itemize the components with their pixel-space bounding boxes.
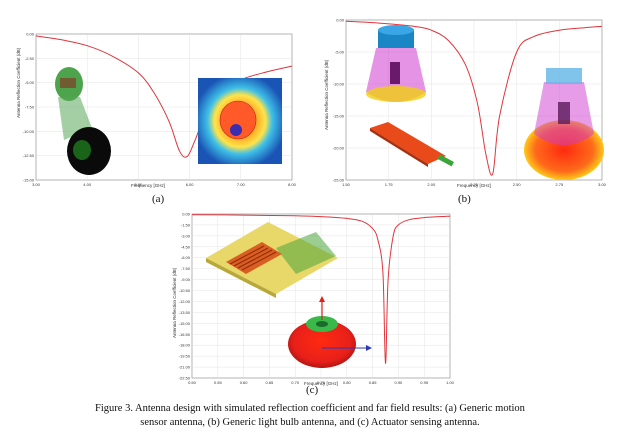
far-field-inset-a [198,78,282,164]
x-tick-label: 0.70 [291,380,300,385]
panel-label-a: (a) [152,193,165,205]
y-tick-label: -3.00 [181,233,191,238]
chart-panel-b: 0.00 -5.00 -10.00 -15.00 -20.00 -25.00 1.50 1.… [318,10,608,189]
x-tick-label: 2.00 [427,182,436,187]
y-tick-label: -19.50 [179,354,191,359]
x-axis-label: Frequency [GHz] [131,183,165,188]
y-tick-label: -4.50 [181,244,191,249]
y-tick-label: -1.50 [181,222,191,227]
x-tick-label: 0.95 [420,380,429,385]
x-tick-label: 0.50 [188,380,197,385]
reflection-curve-c [191,214,451,364]
x-tick-label: 1.50 [342,182,351,187]
y-tick-label: -10.50 [179,288,191,293]
y-tick-label: -9.00 [181,277,191,282]
y-axis-label: Antenna Reflection Coefficient (dB) [16,47,21,118]
chart-panel-a: 0.00 -2.50 -5.00 -7.50 -10.00 -12.50 -15.00 3.… [14,22,298,189]
chart-c-svg: 0.00 -1.50 -3.00 -4.50 -6.00 -7.50 -9.00 -10.50… [172,212,455,387]
y-tick-label: -20.00 [333,146,345,151]
y-tick-label: -25.00 [333,178,345,183]
x-tick-label: 2.75 [555,182,564,187]
pcb-inset [370,122,455,167]
x-tick-label: 4.00 [83,182,92,187]
chart-b-svg: 0.00 -5.00 -10.00 -15.00 -20.00 -25.00 1.50 1.… [324,18,607,189]
chart-panel-c: 0.00 -1.50 -3.00 -4.50 -6.00 -7.50 -9.00 -10.50… [166,208,464,387]
y-tick-label: -16.50 [179,332,191,337]
panel-label-c: (c) [306,384,319,396]
x-tick-label: 0.80 [343,380,352,385]
y-tick-label: -12.00 [179,299,191,304]
y-axis-label: Antenna Reflection Coefficient (dB) [172,267,177,338]
y-tick-label: -5.00 [25,80,35,85]
y-tick-label: -15.00 [23,178,35,183]
y-tick-label: -18.00 [179,343,191,348]
panel-label-b: (b) [458,193,471,205]
far-field-inset-b [524,68,604,180]
x-tick-label: 2.50 [513,182,522,187]
x-tick-label: 0.65 [266,380,275,385]
y-tick-label: -2.50 [25,56,35,61]
y-tick-label: -6.00 [181,255,191,260]
y-tick-label: -22.50 [179,376,191,381]
y-tick-label: -15.00 [333,114,345,119]
x-tick-label: 0.75 [317,380,326,385]
light-bulb-inset [366,25,426,102]
x-tick-label: 7.00 [237,182,246,187]
y-tick-label: 0.00 [182,212,191,217]
y-tick-label: -10.00 [333,82,345,87]
x-tick-label: 1.75 [385,182,394,187]
y-tick-label: 0.00 [26,32,35,37]
x-tick-label: 0.85 [369,380,378,385]
y-tick-label: -13.50 [179,310,191,315]
y-tick-label: -15.00 [179,321,191,326]
actuator-pcb-inset [206,222,338,298]
x-tick-label: 0.60 [240,380,249,385]
y-tick-label: 0.00 [336,18,345,23]
x-axis-label: Frequency [GHz] [304,381,338,386]
motion-sensor-inset [55,67,111,175]
y-tick-label: -5.00 [335,50,345,55]
x-axis-label: Frequency [GHz] [457,183,491,188]
far-field-inset-c [288,296,372,368]
y-tick-label: -7.50 [181,266,191,271]
x-tick-label: 3.00 [598,182,607,187]
y-tick-label: -12.50 [23,153,35,158]
y-tick-label: -21.00 [179,365,191,370]
reflection-curve-b [345,20,603,176]
x-tick-label: 2.25 [470,182,479,187]
chart-a-svg: 0.00 -2.50 -5.00 -7.50 -10.00 -12.50 -15.00 3.… [16,32,297,189]
x-tick-label: 3.00 [32,182,41,187]
x-tick-label: 0.90 [395,380,404,385]
y-axis-label: Antenna Reflection Coefficient (dB) [324,59,329,130]
figure-caption: Figure 3. Antenna design with simulated … [95,403,525,428]
y-tick-label: -10.00 [23,129,35,134]
y-tick-label: -7.50 [25,105,35,110]
x-tick-label: 0.55 [214,380,223,385]
x-tick-label: 1.00 [446,380,455,385]
x-tick-label: 5.00 [135,182,144,187]
x-tick-label: 6.00 [186,182,195,187]
x-tick-label: 8.00 [288,182,297,187]
